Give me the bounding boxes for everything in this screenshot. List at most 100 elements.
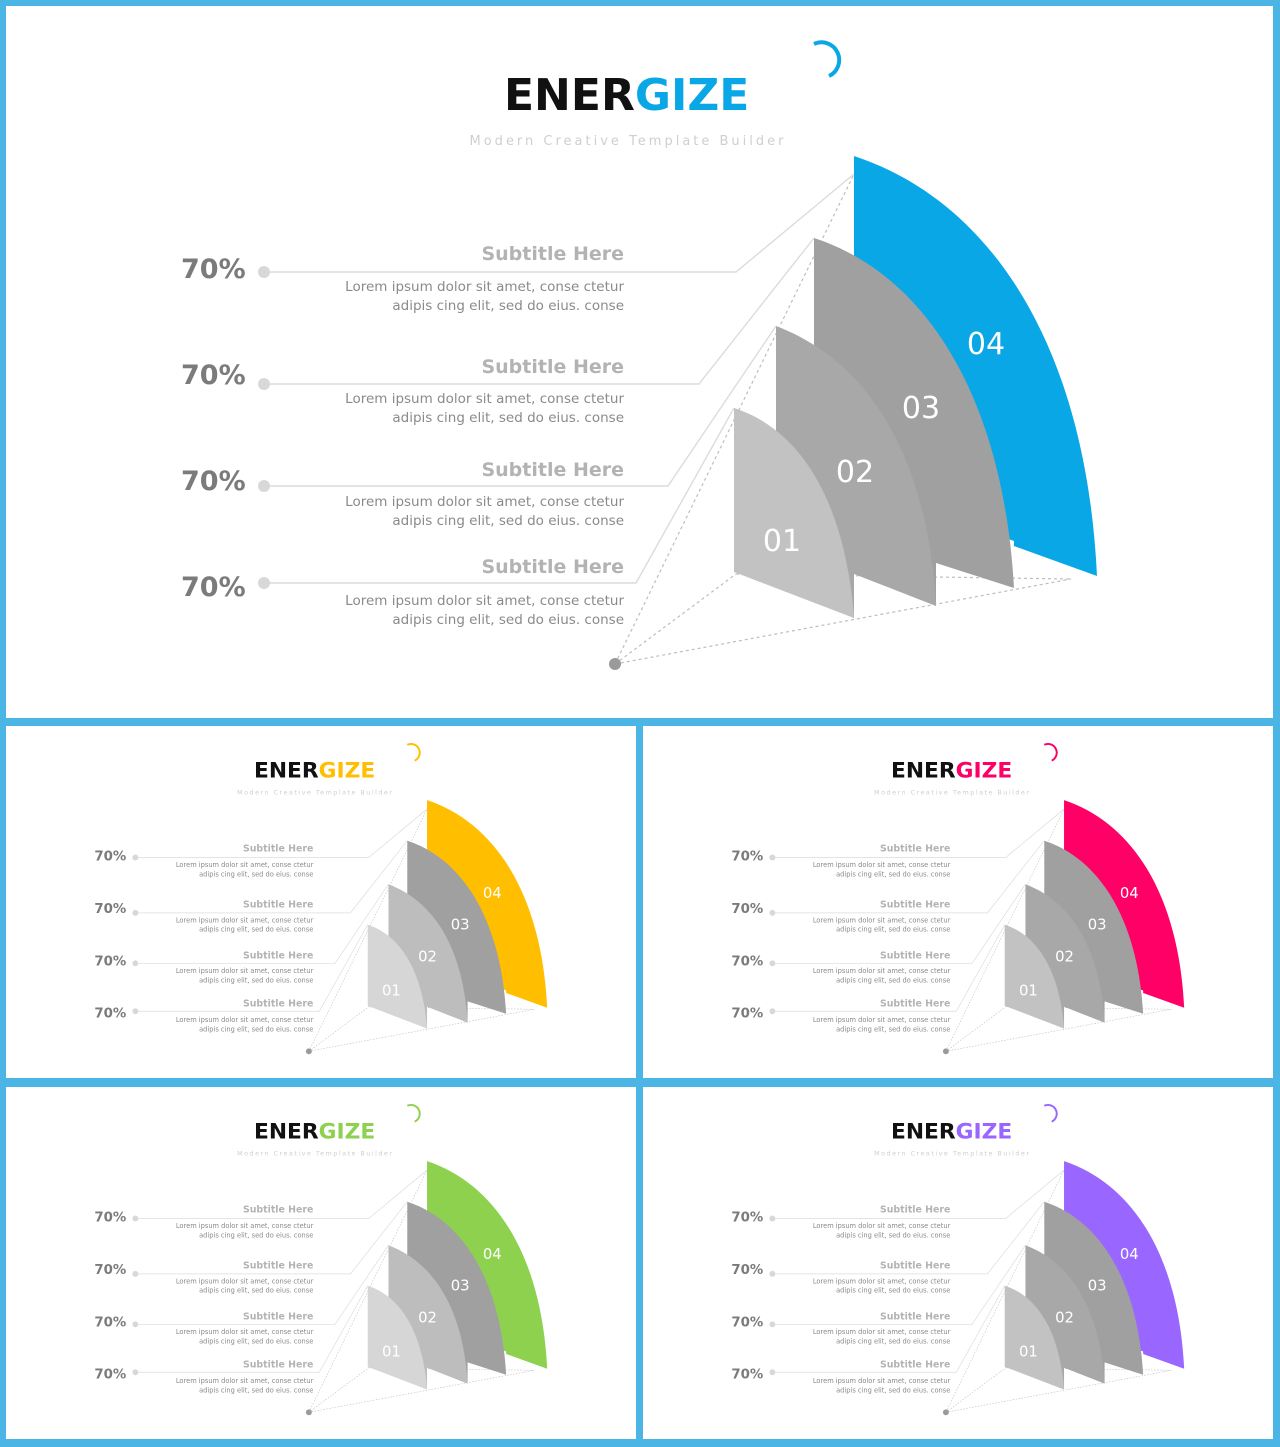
svg-text:ENERGIZE: ENERGIZE (891, 758, 1012, 783)
row-subtitle: Subtitle Here (880, 1260, 950, 1271)
brand-part1: ENER (891, 758, 956, 783)
slide-canvas: ENERGIZE Modern Creative Template Builde… (94, 1104, 548, 1416)
segment-label-02: 02 (836, 455, 874, 490)
row-subtitle: Subtitle Here (481, 459, 624, 481)
row-bullet-icon (769, 854, 776, 861)
segment-01: 01 (1004, 1285, 1065, 1390)
row-percent: 70% (731, 902, 763, 917)
row-bullet-icon (769, 1321, 776, 1328)
row-body-line2: adipis cing elit, sed do eius. conse (836, 977, 950, 985)
origin-dot (609, 658, 621, 670)
row-subtitle: Subtitle Here (243, 1205, 313, 1216)
row-body-line2: adipis cing elit, sed do eius. conse (392, 298, 624, 314)
row-body-line1: Lorem ipsum dolor sit amet, conse ctetur (176, 967, 314, 975)
row-bullet-icon (132, 960, 139, 967)
segment-label-04: 04 (967, 327, 1005, 362)
row-body-line2: adipis cing elit, sed do eius. conse (199, 1287, 313, 1295)
row-body-line1: Lorem ipsum dolor sit amet, conse ctetur (813, 1277, 951, 1285)
row-bullet-icon (132, 1369, 139, 1376)
row-1: 70% Subtitle Here Lorem ipsum dolor sit … (731, 1205, 950, 1240)
segment-label-03: 03 (902, 391, 940, 426)
slide-canvas: ENERGIZE Modern Creative Template Builde… (731, 1104, 1185, 1416)
brand-part2: GIZE (956, 758, 1013, 783)
row-body-line2: adipis cing elit, sed do eius. conse (836, 1338, 950, 1346)
logo: ENERGIZE (891, 1104, 1058, 1144)
tagline: Modern Creative Template Builder (874, 789, 1030, 797)
slide-purple: ENERGIZE Modern Creative Template Builde… (643, 1087, 1273, 1439)
brand-part1: ENER (254, 758, 319, 783)
row-subtitle: Subtitle Here (880, 1311, 950, 1322)
row-bullet-icon (769, 960, 776, 967)
row-body-line1: Lorem ipsum dolor sit amet, conse ctetur (176, 1328, 314, 1336)
tagline: Modern Creative Template Builder (237, 789, 393, 797)
brand-part2: GIZE (319, 758, 376, 783)
slide-canvas: ENERGIZE Modern Creative Template Builde… (94, 743, 548, 1055)
segment-label-01: 01 (1019, 982, 1038, 999)
row-3: 70% Subtitle Here Lorem ipsum dolor sit … (94, 1311, 313, 1345)
logo: ENERGIZE (891, 743, 1058, 783)
row-body-line2: adipis cing elit, sed do eius. conse (199, 1231, 313, 1239)
slide-pink: ENERGIZE Modern Creative Template Builde… (643, 726, 1273, 1078)
row-body-line2: adipis cing elit, sed do eius. conse (836, 1387, 950, 1395)
brand-part2: GIZE (635, 70, 749, 121)
segment-label-03: 03 (451, 1278, 470, 1295)
row-3: 70% Subtitle Here Lorem ipsum dolor sit … (731, 950, 950, 984)
row-percent: 70% (731, 1210, 763, 1225)
row-4: 70% Subtitle Here Lorem ipsum dolor sit … (94, 1359, 313, 1394)
logo: ENERGIZE (254, 743, 421, 783)
row-body-line1: Lorem ipsum dolor sit amet, conse ctetur (176, 1377, 314, 1385)
svg-text:ENERGIZE: ENERGIZE (891, 1119, 1012, 1144)
row-bullet-icon (132, 1008, 139, 1015)
segment-label-04: 04 (1120, 885, 1139, 902)
row-subtitle: Subtitle Here (880, 1205, 950, 1216)
row-percent: 70% (181, 360, 246, 391)
row-4: 70% Subtitle Here Lorem ipsum dolor sit … (94, 998, 313, 1033)
row-percent: 70% (94, 1315, 126, 1330)
row-4: 70% Subtitle Here Lorem ipsum dolor sit … (731, 998, 950, 1033)
row-subtitle: Subtitle Here (880, 899, 950, 910)
logo-arc-icon (406, 743, 421, 762)
row-body-line1: Lorem ipsum dolor sit amet, conse ctetur (813, 967, 951, 975)
row-percent: 70% (181, 466, 246, 497)
tagline: Modern Creative Template Builder (237, 1150, 393, 1158)
origin-dot (305, 1048, 312, 1055)
leader-lines (772, 1169, 1065, 1373)
row-bullet-icon (132, 1321, 139, 1328)
row-bullet-icon (769, 1215, 776, 1222)
row-body-line1: Lorem ipsum dolor sit amet, conse ctetur (813, 1377, 951, 1385)
row-body-line1: Lorem ipsum dolor sit amet, conse ctetur (345, 391, 624, 407)
row-percent: 70% (181, 572, 246, 603)
row-bullet-icon (132, 1215, 139, 1222)
tagline: Modern Creative Template Builder (874, 1150, 1030, 1158)
segment-label-01: 01 (1019, 1343, 1038, 1360)
row-4: 70% Subtitle Here Lorem ipsum dolor sit … (181, 556, 624, 628)
logo-arc-icon (406, 1104, 421, 1123)
row-body-line2: adipis cing elit, sed do eius. conse (392, 513, 624, 529)
segment-label-01: 01 (763, 524, 801, 559)
slide-canvas: ENERGIZE Modern Creative Template Builde… (181, 40, 1097, 670)
row-body-line1: Lorem ipsum dolor sit amet, conse ctetur (813, 861, 951, 869)
row-subtitle: Subtitle Here (481, 356, 624, 378)
segment-label-03: 03 (1088, 1278, 1107, 1295)
row-4: 70% Subtitle Here Lorem ipsum dolor sit … (731, 1359, 950, 1394)
row-body-line2: adipis cing elit, sed do eius. conse (392, 410, 624, 426)
row-percent: 70% (731, 1368, 763, 1383)
row-percent: 70% (94, 1007, 126, 1022)
row-percent: 70% (94, 902, 126, 917)
row-3: 70% Subtitle Here Lorem ipsum dolor sit … (731, 1311, 950, 1345)
svg-text:ENERGIZE: ENERGIZE (254, 758, 375, 783)
svg-text:ENERGIZE: ENERGIZE (504, 70, 749, 121)
row-body-line1: Lorem ipsum dolor sit amet, conse ctetur (176, 916, 314, 924)
row-body-line1: Lorem ipsum dolor sit amet, conse ctetur (813, 1328, 951, 1336)
row-body-line2: adipis cing elit, sed do eius. conse (199, 977, 313, 985)
row-subtitle: Subtitle Here (481, 243, 624, 265)
segment-label-02: 02 (1055, 1309, 1074, 1326)
segment-label-01: 01 (382, 1343, 401, 1360)
row-1: 70% Subtitle Here Lorem ipsum dolor sit … (94, 1205, 313, 1240)
row-body-line2: adipis cing elit, sed do eius. conse (836, 1231, 950, 1239)
row-body-line2: adipis cing elit, sed do eius. conse (392, 612, 624, 628)
row-subtitle: Subtitle Here (243, 1311, 313, 1322)
row-subtitle-highlight: Subtitle Here (880, 998, 950, 1009)
row-body-line1: Lorem ipsum dolor sit amet, conse ctetur (176, 1277, 314, 1285)
logo-arc-icon (1043, 743, 1058, 762)
